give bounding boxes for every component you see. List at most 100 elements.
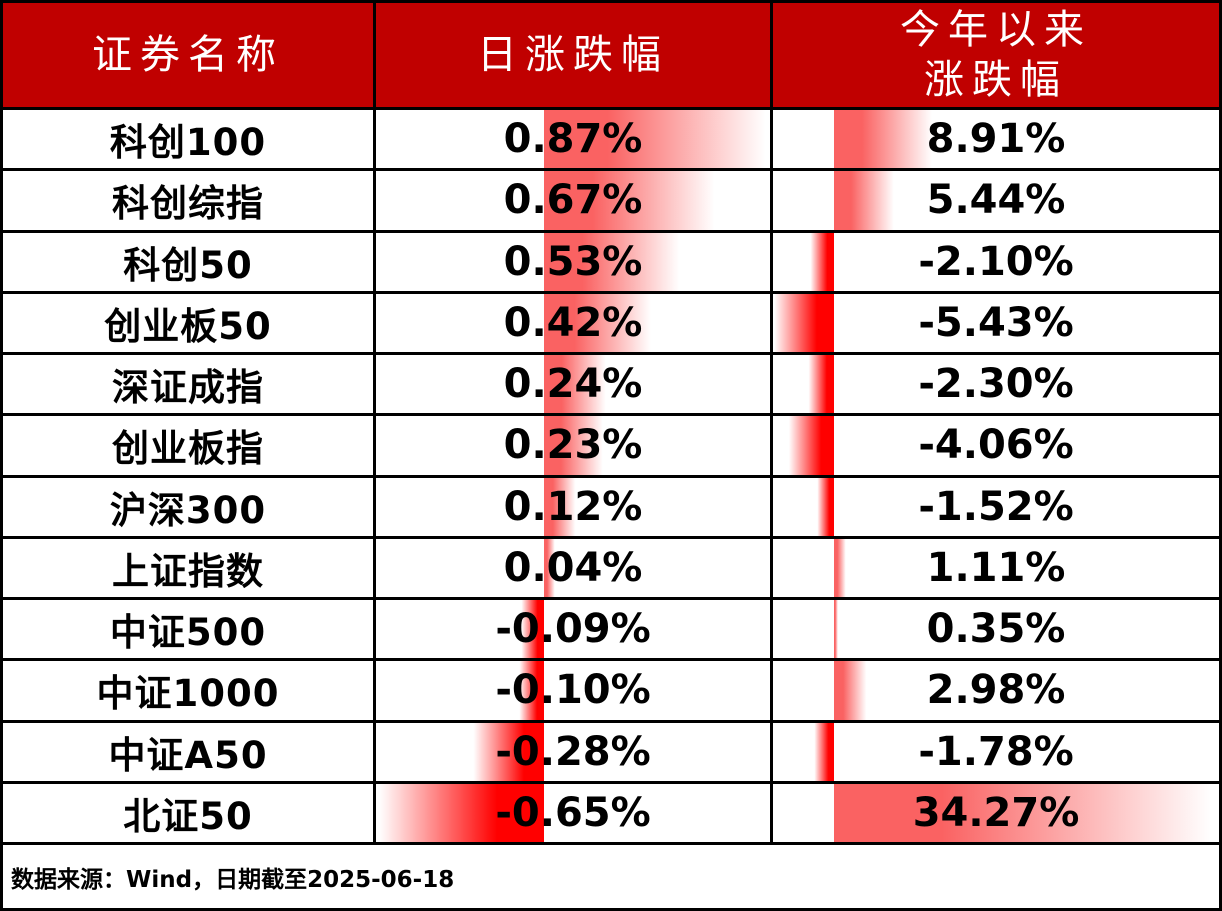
security-name: 科创综指 bbox=[112, 182, 264, 226]
ytd-change-cell: -4.06% bbox=[773, 416, 1219, 478]
daily-change-databar bbox=[544, 355, 607, 414]
table-row: 中证A50 -0.28% -1.78% bbox=[3, 722, 1219, 784]
ytd-change-cell: 8.91% bbox=[773, 110, 1219, 172]
ytd-change-databar bbox=[834, 110, 935, 169]
table-row: 中证1000 -0.10% 2.98% bbox=[3, 661, 1219, 723]
table-row: 深证成指 0.24% -2.30% bbox=[3, 355, 1219, 417]
table-row: 中证500 -0.09% 0.35% bbox=[3, 600, 1219, 662]
ytd-change-databar bbox=[810, 232, 834, 291]
security-name-cell: 科创综指 bbox=[3, 171, 376, 233]
daily-change-databar bbox=[544, 232, 682, 291]
security-name: 沪深300 bbox=[109, 488, 267, 532]
security-name-cell: 沪深300 bbox=[3, 477, 376, 539]
ytd-change-databar bbox=[834, 661, 868, 720]
table-row: 创业板50 0.42% -5.43% bbox=[3, 293, 1219, 355]
ytd-change-cell: -2.30% bbox=[773, 355, 1219, 417]
daily-change-databar bbox=[544, 538, 555, 597]
security-name: 创业板指 bbox=[112, 427, 264, 471]
daily-change-databar bbox=[544, 171, 719, 230]
daily-change-cell: -0.09% bbox=[376, 600, 773, 662]
ytd-change-cell: 34.27% bbox=[773, 783, 1219, 845]
daily-change-cell: 0.87% bbox=[376, 110, 773, 172]
table-body: 科创100 0.87% 8.91% 科创综指 0.67% 5.44% 科创50 bbox=[3, 110, 1219, 845]
daily-change-cell: 0.23% bbox=[376, 416, 773, 478]
daily-change-value: -0.65% bbox=[495, 789, 651, 836]
security-name-cell: 中证500 bbox=[3, 600, 376, 662]
daily-change-value: 0.87% bbox=[503, 116, 643, 163]
daily-change-databar bbox=[518, 661, 545, 720]
table-row: 沪深300 0.12% -1.52% bbox=[3, 477, 1219, 539]
daily-change-cell: 0.67% bbox=[376, 171, 773, 233]
daily-change-value: 0.42% bbox=[503, 299, 643, 346]
ytd-change-value: 0.35% bbox=[926, 606, 1066, 653]
security-name: 科创100 bbox=[109, 121, 267, 165]
table-row: 北证50 -0.65% 34.27% bbox=[3, 783, 1219, 845]
security-name: 科创50 bbox=[123, 243, 253, 287]
ytd-change-databar bbox=[808, 355, 834, 414]
daily-change-value: 0.04% bbox=[503, 544, 643, 591]
ytd-change-cell: -1.78% bbox=[773, 722, 1219, 784]
daily-change-cell: 0.24% bbox=[376, 355, 773, 417]
daily-change-value: -0.10% bbox=[495, 667, 651, 714]
daily-change-cell: -0.10% bbox=[376, 661, 773, 723]
ytd-change-value: -2.30% bbox=[918, 361, 1074, 408]
ytd-change-value: 8.91% bbox=[926, 116, 1066, 163]
table-row: 科创综指 0.67% 5.44% bbox=[3, 171, 1219, 233]
table-row: 科创100 0.87% 8.91% bbox=[3, 110, 1219, 172]
security-name-cell: 深证成指 bbox=[3, 355, 376, 417]
header-daily-change-label: 日涨跌幅 bbox=[477, 32, 669, 78]
ytd-change-cell: 0.35% bbox=[773, 600, 1219, 662]
data-source-note: 数据来源：Wind，日期截至2025-06-18 bbox=[11, 866, 455, 893]
daily-change-value: 0.67% bbox=[503, 177, 643, 224]
daily-change-databar bbox=[544, 110, 770, 169]
security-name: 上证指数 bbox=[112, 549, 264, 593]
header-ytd-change-line1: 今年以来 bbox=[900, 7, 1092, 53]
ytd-change-value: 1.11% bbox=[926, 544, 1066, 591]
daily-change-value: 0.12% bbox=[503, 483, 643, 530]
daily-change-value: 0.24% bbox=[503, 361, 643, 408]
ytd-change-cell: 2.98% bbox=[773, 661, 1219, 723]
security-name: 深证成指 bbox=[112, 366, 264, 410]
security-name-cell: 北证50 bbox=[3, 783, 376, 845]
daily-change-databar bbox=[521, 600, 545, 659]
ytd-change-value: 34.27% bbox=[912, 789, 1080, 836]
ytd-change-value: -2.10% bbox=[918, 238, 1074, 285]
ytd-change-databar bbox=[834, 538, 847, 597]
daily-change-cell: 0.53% bbox=[376, 232, 773, 294]
ytd-change-databar bbox=[788, 416, 834, 475]
daily-change-cell: 0.04% bbox=[376, 538, 773, 600]
ytd-change-cell: 5.44% bbox=[773, 171, 1219, 233]
daily-change-databar bbox=[544, 477, 576, 536]
ytd-change-databar bbox=[834, 171, 896, 230]
daily-change-databar bbox=[544, 416, 605, 475]
table-row: 上证指数 0.04% 1.11% bbox=[3, 538, 1219, 600]
ytd-change-value: 2.98% bbox=[926, 667, 1066, 714]
security-name: 中证500 bbox=[109, 611, 267, 655]
daily-change-databar bbox=[471, 722, 545, 781]
header-ytd-change: 今年以来 涨跌幅 bbox=[773, 3, 1219, 110]
security-name-cell: 科创50 bbox=[3, 232, 376, 294]
ytd-change-databar bbox=[814, 722, 834, 781]
ytd-change-value: -4.06% bbox=[918, 422, 1074, 469]
security-name-cell: 中证A50 bbox=[3, 722, 376, 784]
header-daily-change: 日涨跌幅 bbox=[376, 3, 773, 110]
ytd-change-cell: -1.52% bbox=[773, 477, 1219, 539]
ytd-change-value: -5.43% bbox=[918, 299, 1074, 346]
ytd-change-databar bbox=[773, 293, 834, 352]
daily-change-databar bbox=[376, 783, 545, 842]
ytd-change-value: -1.78% bbox=[918, 728, 1074, 775]
security-name: 创业板50 bbox=[104, 304, 272, 348]
table-row: 创业板指 0.23% -4.06% bbox=[3, 416, 1219, 478]
daily-change-value: 0.23% bbox=[503, 422, 643, 469]
ytd-change-cell: 1.11% bbox=[773, 538, 1219, 600]
ytd-change-databar bbox=[834, 783, 1219, 842]
ytd-change-databar bbox=[816, 477, 834, 536]
table-row: 科创50 0.53% -2.10% bbox=[3, 232, 1219, 294]
table-footer-row: 数据来源：Wind，日期截至2025-06-18 bbox=[3, 845, 1219, 908]
security-name-cell: 创业板指 bbox=[3, 416, 376, 478]
table-header-row: 证券名称 日涨跌幅 今年以来 涨跌幅 bbox=[3, 3, 1219, 110]
daily-change-value: 0.53% bbox=[503, 238, 643, 285]
security-name-cell: 创业板50 bbox=[3, 293, 376, 355]
security-name-cell: 上证指数 bbox=[3, 538, 376, 600]
